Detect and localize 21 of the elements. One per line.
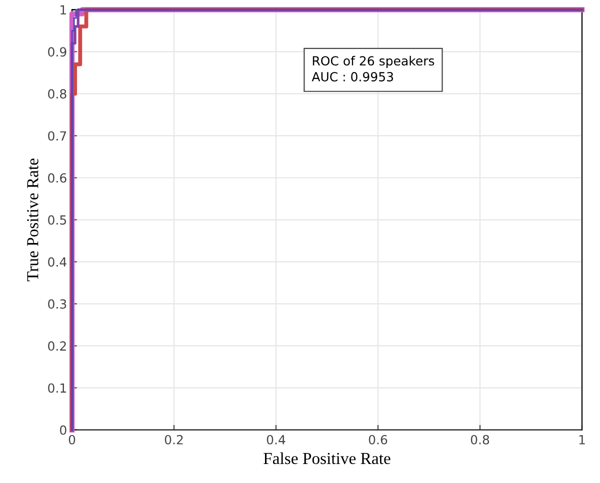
y-axis-title: True Positive Rate (27, 158, 38, 282)
y-tick-label: 0.3 (48, 299, 66, 309)
x-tick-label: 0.4 (266, 434, 286, 444)
annotation: ROC of 26 speakers (312, 56, 434, 68)
y-tick-label: 0.9 (48, 47, 66, 57)
y-tick-label: 0 (60, 425, 66, 435)
x-tick-label: 0.2 (164, 434, 183, 444)
y-tick-label: 0.7 (48, 131, 66, 141)
y-tick-label: 0.4 (48, 257, 66, 267)
x-tick-label: 1 (579, 435, 585, 444)
y-tick-label: 0.1 (48, 383, 66, 393)
x-tick-label: 0 (68, 434, 76, 444)
y-tick-label: 0.2 (48, 341, 66, 351)
y-tick-label: 0.6 (48, 173, 66, 183)
y-tick-label: 0.8 (48, 89, 66, 99)
y-tick-label: 0.5 (48, 215, 66, 225)
y-tick-label: 1 (60, 5, 66, 14)
x-tick-label: 0.6 (368, 434, 388, 444)
x-axis-title: False Positive Rate (264, 452, 390, 464)
x-tick-label: 0.8 (470, 434, 490, 444)
annotation: AUC : 0.9953 (312, 72, 394, 82)
